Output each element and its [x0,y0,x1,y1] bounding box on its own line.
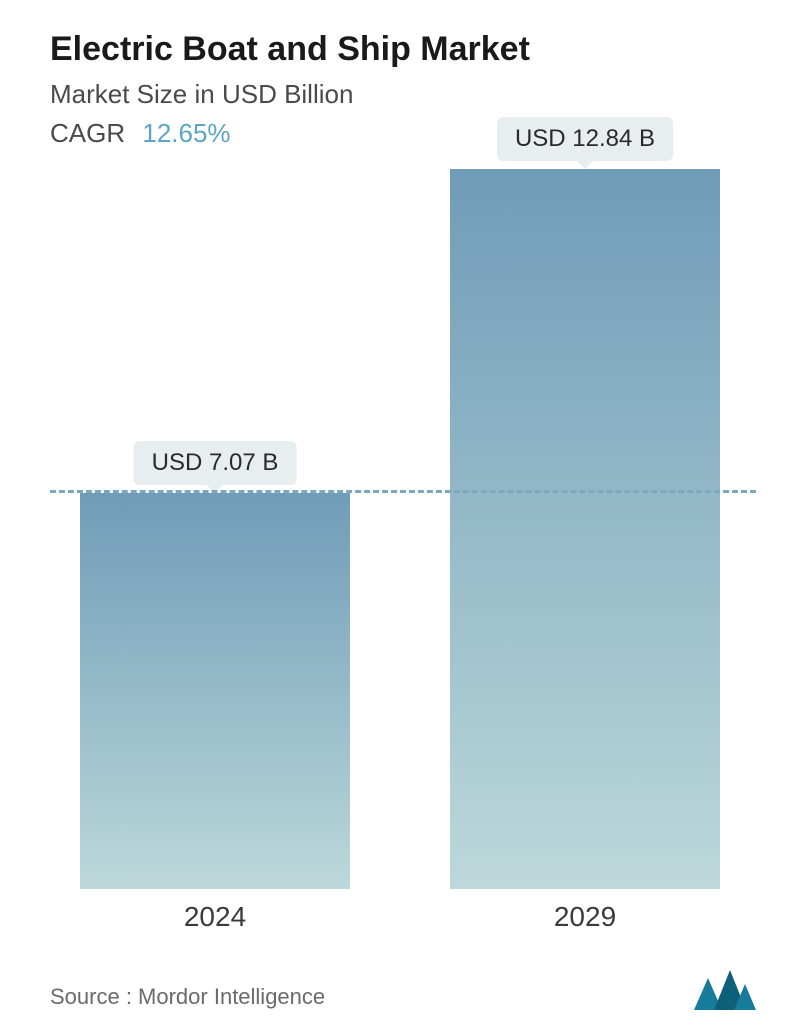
bar: USD 7.07 B [80,493,350,889]
x-axis-labels: 2024 2029 [50,889,756,939]
reference-line [50,490,756,493]
chart-plot-area: USD 7.07 B USD 12.84 B [50,169,756,889]
bar-value-label: USD 12.84 B [497,117,673,161]
chart-footer: Source : Mordor Intelligence [50,970,756,1010]
cagr-label: CAGR [50,118,125,148]
chart-title: Electric Boat and Ship Market [50,30,756,69]
x-axis-label: 2029 [554,901,616,933]
brand-logo-icon [694,970,756,1010]
cagr-value: 12.65% [142,118,230,148]
bar-value-label: USD 7.07 B [134,441,297,485]
chart-subtitle: Market Size in USD Billion [50,79,756,110]
bar: USD 12.84 B [450,169,720,889]
source-text: Source : Mordor Intelligence [50,984,325,1010]
x-axis-label: 2024 [184,901,246,933]
